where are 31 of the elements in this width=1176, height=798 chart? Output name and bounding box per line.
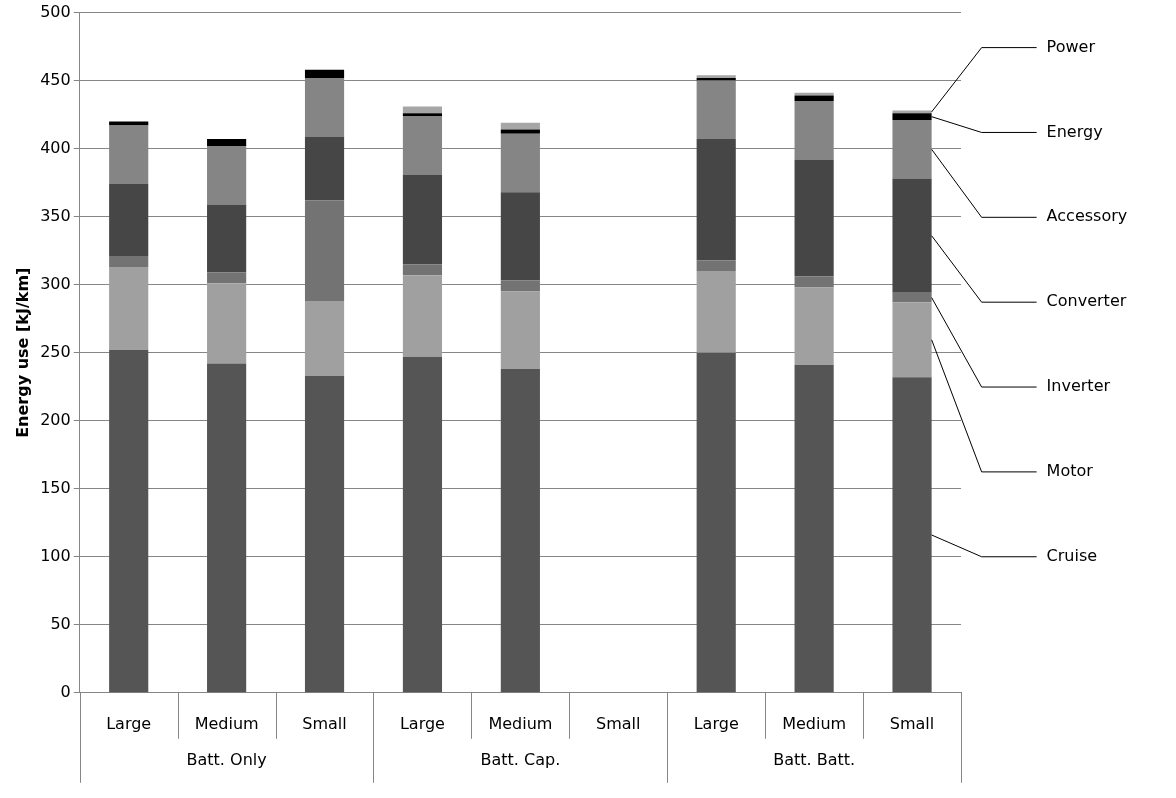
text: Cruise — [1046, 545, 1098, 565]
text: Accessory — [1046, 206, 1128, 226]
x-tick-label: Large — [399, 713, 445, 733]
x-tick-label: Small — [889, 713, 935, 733]
y-axis-title: Energy use [kJ/km] — [12, 267, 32, 438]
text: Motor — [1046, 461, 1094, 481]
x-tick-label: Small — [302, 713, 347, 733]
x-tick-label: Large — [106, 713, 152, 733]
y-tick-label: 450 — [40, 69, 71, 89]
text: Converter — [1046, 291, 1127, 311]
x-tick-label: Small — [596, 713, 641, 733]
text: Inverter — [1046, 376, 1111, 396]
y-tick-label: 200 — [40, 409, 71, 429]
y-tick-label: 150 — [40, 477, 71, 497]
text: Power — [1046, 36, 1096, 56]
y-tick-label: 50 — [50, 613, 71, 633]
text: Energy — [1046, 121, 1103, 141]
y-tick-label: 100 — [40, 545, 71, 565]
text: Batt. Cap. — [480, 749, 561, 769]
x-tick-label: Medium — [782, 713, 847, 733]
y-tick-label: 250 — [40, 341, 71, 361]
x-tick-label: Medium — [488, 713, 553, 733]
y-tick-label: 300 — [40, 273, 71, 293]
x-tick-label: Medium — [194, 713, 259, 733]
y-tick-label: 400 — [40, 137, 71, 157]
y-tick-label: 500 — [40, 1, 71, 21]
x-tick-label: Large — [693, 713, 739, 733]
y-tick-label: 350 — [40, 205, 71, 225]
y-tick-label: 0 — [60, 681, 71, 701]
text: Batt. Batt. — [773, 749, 856, 769]
text: Batt. Only — [186, 749, 267, 769]
